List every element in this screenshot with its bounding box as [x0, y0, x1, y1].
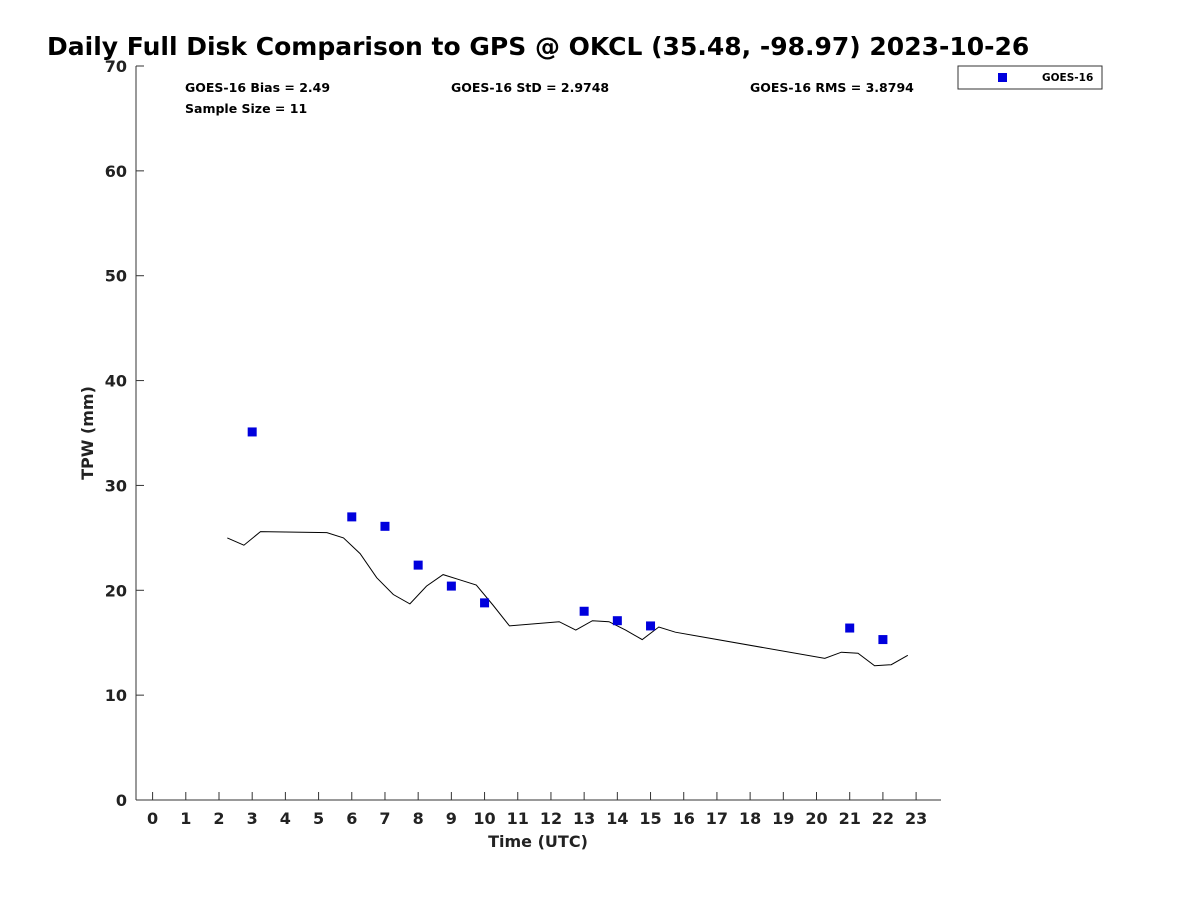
legend-box: [957, 65, 1103, 90]
legend: GOES-16: [957, 65, 1103, 90]
y-axis-label: TPW (mm): [78, 386, 97, 480]
x-tick-label: 9: [446, 809, 457, 828]
y-ticks: 0 10 20 30 40 50 60 70: [105, 57, 144, 810]
y-tick-label: 70: [105, 57, 127, 76]
x-tick-label: 5: [313, 809, 324, 828]
goes-16-point: [413, 560, 423, 570]
x-tick-label: 19: [772, 809, 794, 828]
x-tick-label: 8: [413, 809, 424, 828]
legend-marker-goes-16: [998, 73, 1007, 82]
x-tick-label: 21: [839, 809, 861, 828]
x-tick-label: 7: [379, 809, 390, 828]
x-tick-label: 3: [247, 809, 258, 828]
x-tick-label: 11: [507, 809, 529, 828]
goes-16-point: [446, 581, 456, 591]
y-tick-label: 20: [105, 581, 127, 600]
x-tick-label: 4: [280, 809, 291, 828]
y-tick-label: 10: [105, 686, 127, 705]
goes-16-point: [878, 635, 888, 645]
x-tick-label: 0: [147, 809, 158, 828]
chart-title: Daily Full Disk Comparison to GPS @ OKCL…: [47, 32, 1029, 61]
x-tick-label: 15: [639, 809, 661, 828]
x-tick-label: 16: [673, 809, 695, 828]
y-tick-label: 0: [116, 791, 127, 810]
y-tick-label: 60: [105, 162, 127, 181]
goes-16-point: [579, 606, 589, 616]
x-tick-label: 1: [180, 809, 191, 828]
goes-16-point: [347, 512, 357, 522]
sample-size-stat: Sample Size = 11: [185, 101, 307, 116]
y-tick-label: 50: [105, 267, 127, 286]
x-ticks: 0 1 2 3 4 5 6 7 8 9 10 11 12 13 14 15 16 17 18 19 20 21 22 23: [147, 792, 927, 828]
goes-16-point: [247, 427, 257, 437]
goes-16-point: [380, 521, 390, 531]
rms-stat: GOES-16 RMS = 3.8794: [750, 80, 914, 95]
goes-16-point: [845, 623, 855, 633]
gps-line: [227, 531, 909, 667]
goes-16-point: [612, 616, 622, 626]
x-tick-label: 22: [872, 809, 894, 828]
x-tick-label: 6: [346, 809, 357, 828]
x-tick-label: 18: [739, 809, 761, 828]
axes: [135, 66, 941, 801]
std-stat: GOES-16 StD = 2.9748: [451, 80, 609, 95]
gps-series: [227, 531, 909, 667]
legend-label-goes-16: GOES-16: [1042, 72, 1093, 84]
goes-16-series: [247, 427, 888, 645]
x-tick-label: 12: [540, 809, 562, 828]
x-tick-label: 13: [573, 809, 595, 828]
x-tick-label: 17: [706, 809, 728, 828]
x-tick-label: 14: [606, 809, 628, 828]
y-tick-label: 40: [105, 372, 127, 391]
x-tick-label: 2: [213, 809, 224, 828]
x-tick-label: 20: [805, 809, 827, 828]
goes-16-point: [646, 621, 656, 631]
bias-stat: GOES-16 Bias = 2.49: [185, 80, 330, 95]
x-tick-label: 23: [905, 809, 927, 828]
y-tick-label: 30: [105, 476, 127, 495]
goes-16-point: [480, 598, 490, 608]
x-axis-label: Time (UTC): [488, 832, 588, 851]
x-tick-label: 10: [473, 809, 495, 828]
